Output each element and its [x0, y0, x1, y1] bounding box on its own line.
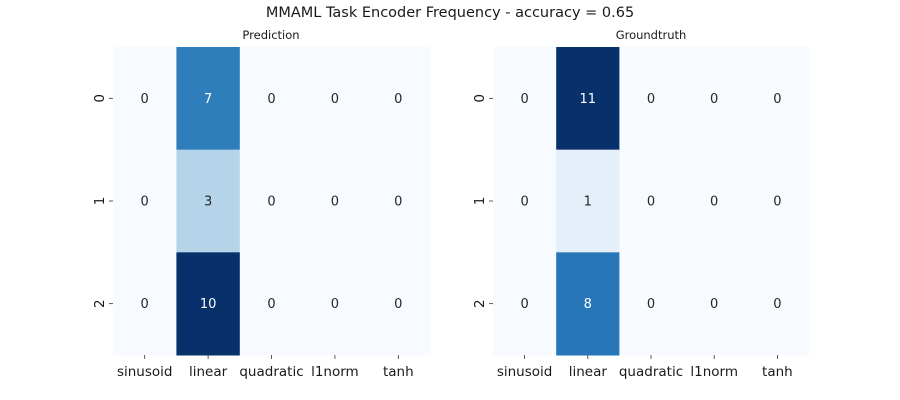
heatmap-cell	[619, 47, 684, 151]
y-tick-label: 1	[92, 197, 108, 206]
y-tick-label: 2	[472, 299, 488, 308]
heatmap-cell	[493, 149, 557, 253]
y-tick-label: 1	[472, 197, 488, 206]
cell-value-label: 0	[773, 92, 781, 107]
x-axis-ticks: sinusoid linear quadratic l1norm tanh	[117, 355, 414, 380]
heatmap-cell	[556, 149, 620, 253]
x-tick-label: tanh	[762, 364, 793, 380]
cell-value-label: 0	[710, 297, 718, 312]
x-tick-label: quadratic	[239, 364, 303, 380]
cell-value-label: 0	[331, 195, 339, 210]
heatmap-cell	[176, 149, 241, 253]
heatmap-cell	[113, 149, 177, 253]
heatmap-cell	[239, 47, 304, 151]
cell-value-label: 0	[267, 195, 275, 210]
cell-value-label: 0	[647, 297, 655, 312]
heatmap-cell	[176, 252, 241, 356]
cell-value-label: 10	[200, 297, 217, 312]
x-tick-label: sinusoid	[497, 364, 553, 380]
heatmap-cell	[493, 47, 557, 151]
x-tick-label: quadratic	[619, 364, 683, 380]
heatmap-cell	[745, 252, 810, 356]
cell-value-label: 0	[141, 92, 149, 107]
heatmap-cell	[745, 149, 810, 253]
x-tick-label: linear	[569, 364, 608, 380]
y-axis-ticks: 0 1 2	[92, 94, 113, 308]
heatmap-title: Groundtruth	[616, 28, 687, 42]
cell-value-label: 0	[394, 195, 402, 210]
heatmap-cell	[619, 252, 684, 356]
cell-value-label: 0	[394, 297, 402, 312]
heatmap-cell	[556, 252, 620, 356]
figure-title: MMAML Task Encoder Frequency - accuracy …	[265, 5, 635, 21]
cell-value-label: 0	[773, 297, 781, 312]
cell-value-label: 11	[580, 92, 597, 107]
heatmap-cell	[619, 149, 684, 253]
y-tick-label: 2	[92, 299, 108, 308]
heatmap-cell	[113, 252, 177, 356]
heatmap-cell	[366, 47, 431, 151]
x-tick-label: l1norm	[311, 364, 359, 380]
x-axis-ticks: sinusoid linear quadratic l1norm tanh	[497, 355, 793, 380]
y-axis-ticks: 0 1 2	[472, 94, 493, 308]
cell-value-label: 0	[394, 92, 402, 107]
heatmap-cell	[303, 47, 368, 151]
cell-value-label: 0	[141, 297, 149, 312]
cell-value-label: 0	[267, 297, 275, 312]
cell-value-label: 3	[204, 195, 212, 210]
y-tick-label: 0	[92, 94, 108, 103]
y-tick-label: 0	[472, 94, 488, 103]
heatmap-cell	[366, 149, 431, 253]
heatmap-cell	[682, 252, 747, 356]
cell-value-label: 0	[647, 195, 655, 210]
cell-value-label: 1	[584, 195, 592, 210]
cell-value-label: 0	[520, 195, 528, 210]
cell-value-label: 0	[267, 92, 275, 107]
cell-value-label: 0	[710, 92, 718, 107]
x-tick-label: tanh	[383, 364, 414, 380]
x-tick-label: sinusoid	[117, 364, 173, 380]
cell-value-label: 0	[520, 92, 528, 107]
heatmap-cell	[303, 252, 368, 356]
heatmap-cell	[239, 149, 304, 253]
heatmap-cell	[556, 47, 620, 151]
cell-value-label: 0	[141, 195, 149, 210]
heatmap-cell	[239, 252, 304, 356]
cell-value-label: 0	[331, 297, 339, 312]
heatmap-title: Prediction	[242, 28, 299, 42]
heatmap-cell	[366, 252, 431, 356]
x-tick-label: l1norm	[690, 364, 738, 380]
heatmap-cell	[113, 47, 177, 151]
cell-value-label: 0	[647, 92, 655, 107]
heatmap-cells: 0 11 0 0 0 0 1 0 0 0 0 8 0 0 0	[493, 47, 810, 356]
heatmap-cell	[493, 252, 557, 356]
cell-value-label: 8	[584, 297, 592, 312]
cell-value-label: 0	[520, 297, 528, 312]
cell-value-label: 0	[331, 92, 339, 107]
heatmap-cells: 0 7 0 0 0 0 3 0 0 0 0 10 0 0 0	[113, 47, 431, 356]
heatmap-cell	[682, 149, 747, 253]
cell-value-label: 0	[710, 195, 718, 210]
heatmap-cell	[745, 47, 810, 151]
cell-value-label: 7	[204, 92, 212, 107]
heatmap-cell	[682, 47, 747, 151]
x-tick-label: linear	[189, 364, 228, 380]
cell-value-label: 0	[773, 195, 781, 210]
heatmap-cell	[303, 149, 368, 253]
heatmap-cell	[176, 47, 241, 151]
